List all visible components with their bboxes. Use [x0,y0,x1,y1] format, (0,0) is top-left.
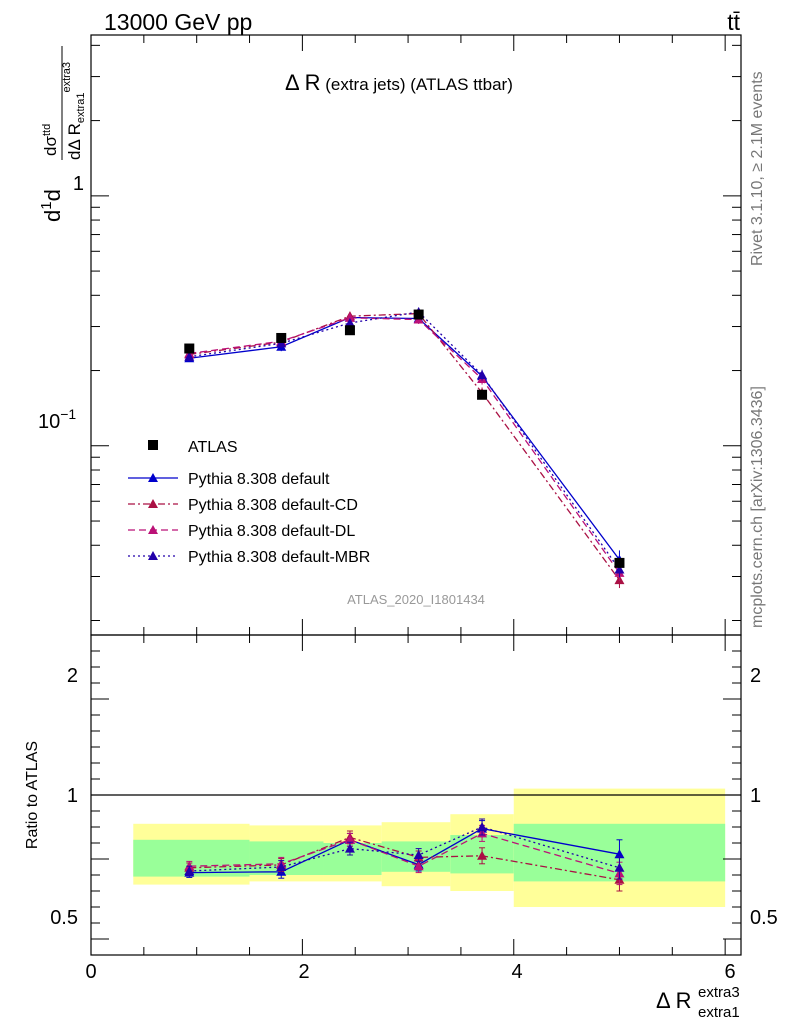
ratio-tick-2-right: 2 [750,665,761,687]
bottom-axis-ticks [90,634,741,955]
legend-label-1: Pythia 8.308 default-CD [188,497,358,514]
y-axis-label-top: d1d dσttd dΔ Rextra1extra3 [38,46,87,222]
ytick-label-tenth: 10−1 [38,406,76,433]
xtick-label-4: 4 [511,961,522,983]
x-axis-label: Δ R [656,988,691,1013]
ratio-point [413,850,424,859]
top-panel: Δ R (extra jets) (ATLAS ttbar) 1 10−1 d1… [38,34,742,636]
series-line-0 [189,316,620,561]
header-process-label: tt̄ [727,9,740,35]
atlas-data-point [477,389,488,400]
ratio-point [344,834,355,844]
ratio-tick-05: 0.5 [50,907,78,929]
series-point [344,317,355,327]
top-axis-ticks [90,35,741,635]
plot-title: Δ R (extra jets) (ATLAS ttbar) [285,70,513,95]
ratio-point [413,861,424,871]
y-axis-label-num: dσttd [41,124,60,156]
legend-entry-atlas: ATLAS [148,439,238,456]
ratio-point [276,862,287,871]
legend-label-atlas: ATLAS [188,439,238,456]
ratio-line-1 [189,836,620,881]
top-plot-area [90,34,742,636]
legend-marker-atlas [148,440,158,450]
series-line-1 [189,312,620,581]
ratio-point [614,862,625,872]
atlas-data-layer [184,309,625,568]
ratio-axis-label: Ratio to ATLAS [24,741,41,849]
top-series-layer [184,306,625,589]
series-line-2 [189,317,620,574]
ratio-point [344,843,355,853]
ratio-line-0 [189,827,620,874]
legend-label-2: Pythia 8.308 default-DL [188,523,355,540]
y-axis-label-text: d1d [38,189,65,222]
x-axis-label-sup: extra3 [698,984,740,1001]
atlas-data-point [614,557,625,568]
ratio-tick-1: 1 [67,785,78,807]
ratio-tick-2: 2 [67,665,78,687]
header-energy-label: 13000 GeV pp [104,9,252,35]
legend-entry-3: Pythia 8.308 default-MBR [128,549,370,566]
series-point [344,312,355,322]
ratio-line-3 [189,826,620,872]
plot-title-main: Δ R [285,70,320,95]
bottom-series-layer [184,818,625,892]
analysis-id-label: ATLAS_2020_I1801434 [347,592,485,607]
ratio-point [614,849,625,859]
atlas-data-point [276,332,287,343]
top-frame [90,34,742,636]
atlas-data-point [413,309,424,320]
ytick-label-tenth-base: 10 [38,411,60,433]
rivet-version-label: Rivet 3.1.10, ≥ 2.1M events [749,71,766,266]
legend-entry-1: Pythia 8.308 default-CD [128,497,358,514]
ratio-point [477,850,488,860]
series-point [184,351,195,361]
atlas-data-point [344,325,355,336]
ratio-line-2 [189,832,620,875]
bottom-panel: 2 1 0.5 2 1 0.5 Ratio to ATLAS 0 2 4 6 Δ… [24,634,778,1021]
y-axis-label-den: dΔ Rextra1extra3 [61,62,87,160]
x-axis-label-main: Δ R [656,988,691,1013]
legend-marker-2 [148,525,158,534]
ratio-tick-05-right: 0.5 [750,907,778,929]
ratio-point [477,822,488,831]
legend-label-0: Pythia 8.308 default [188,471,330,488]
legend-marker-3 [148,551,158,560]
x-axis-label-sub: extra1 [698,1004,740,1021]
uncertainty-bands [133,788,726,907]
legend-entry-2: Pythia 8.308 default-DL [128,523,355,540]
ratio-point [184,866,195,875]
ytick-label-one: 1 [73,173,84,195]
legend: ATLAS Pythia 8.308 default Pythia 8.308 d… [128,439,370,566]
legend-marker-1 [148,499,158,508]
series-point [477,369,488,379]
series-point [614,564,625,574]
xtick-label-6: 6 [724,961,735,983]
mcplots-credit-label: mcplots.cern.ch [arXiv:1306.3436] [749,386,766,628]
plot-title-rest: (extra jets) (ATLAS ttbar) [320,75,512,94]
legend-marker-0 [148,473,158,482]
legend-entry-0: Pythia 8.308 default [128,471,330,488]
ratio-tick-1-right: 1 [750,785,761,807]
ytick-label-tenth-exp: −1 [60,406,76,422]
xtick-label-2: 2 [298,961,309,983]
xtick-label-0: 0 [85,961,96,983]
legend-label-3: Pythia 8.308 default-MBR [188,549,370,566]
atlas-data-point [184,343,195,354]
